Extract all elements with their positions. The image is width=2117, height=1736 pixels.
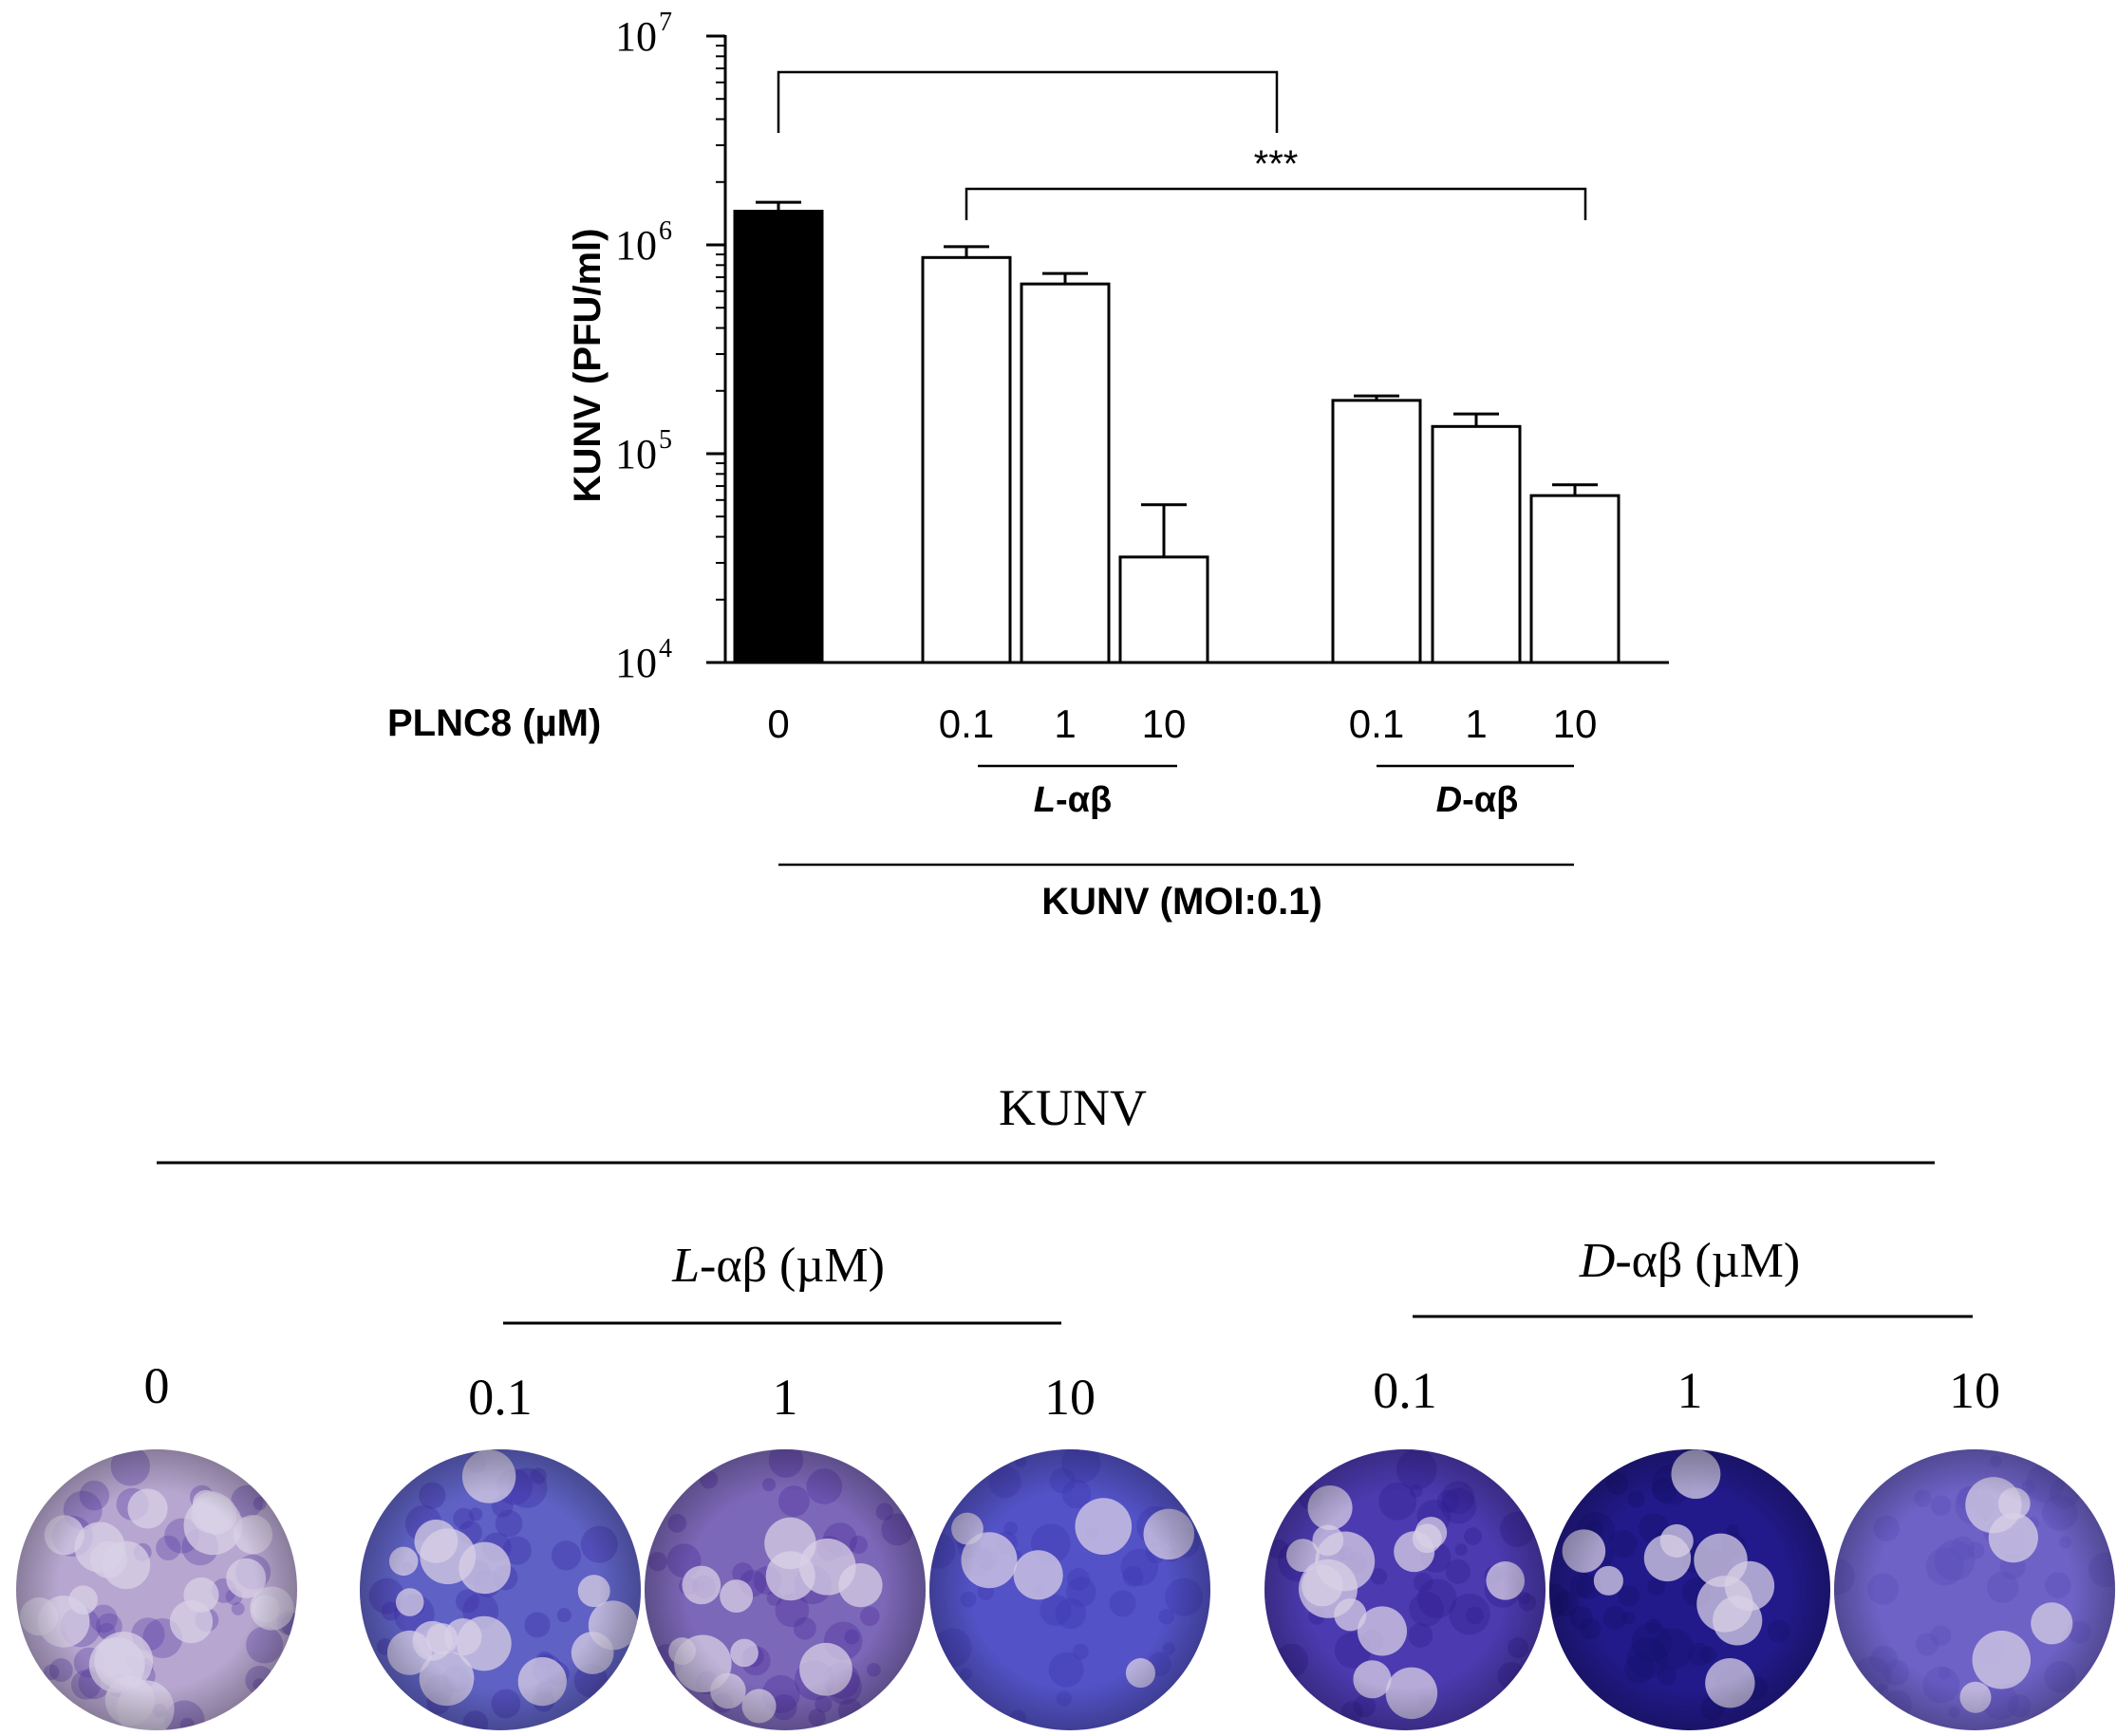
error-bar-l-0.1 bbox=[944, 245, 989, 258]
y-tick-label-1e7: 10 7 bbox=[615, 8, 672, 60]
y-tick-label-1e4: 10 4 bbox=[615, 634, 672, 686]
error-bar-control-0 bbox=[756, 200, 801, 212]
plaque-l-group-label: L-αβ (µM) bbox=[671, 1239, 885, 1293]
error-bar-d-0.1 bbox=[1354, 394, 1399, 401]
well-image-d-0.1 bbox=[1265, 1449, 1546, 1730]
well-image-l-0.1 bbox=[360, 1449, 641, 1730]
plaque-d-suffix: -αβ (µM) bbox=[1615, 1234, 1800, 1288]
svg-text:10: 10 bbox=[615, 13, 657, 60]
y-axis-label: KUNV (PFU/ml) bbox=[567, 229, 609, 503]
bar-l-10 bbox=[1118, 555, 1209, 664]
significance-bracket-top bbox=[777, 70, 1279, 133]
well-rim bbox=[16, 1449, 297, 1730]
well-label-l-0.1: 0.1 bbox=[468, 1369, 533, 1426]
bar-control-0 bbox=[733, 209, 824, 664]
y-tick-exponent: 7 bbox=[659, 8, 672, 37]
error-bar-d-1 bbox=[1453, 412, 1499, 427]
well-rim bbox=[360, 1449, 641, 1730]
well-label-0: 0 bbox=[144, 1357, 170, 1414]
well-rim bbox=[1265, 1449, 1546, 1730]
well-label-d-1: 1 bbox=[1677, 1362, 1703, 1419]
plaque-l-suffix: -αβ (µM) bbox=[700, 1239, 885, 1293]
x-tick-label-l-0.1: 0.1 bbox=[939, 701, 994, 746]
well-image-d-1 bbox=[1549, 1449, 1830, 1730]
infection-label: KUNV (MOI:0.1) bbox=[1041, 881, 1322, 923]
well-image-l-10 bbox=[929, 1449, 1210, 1730]
x-tick-label-d-0.1: 0.1 bbox=[1349, 701, 1404, 746]
y-tick-base: 10 bbox=[615, 640, 657, 686]
plaque-panel: KUNV L-αβ (µM) D-αβ (µM) 0 0.1 1 10 0.1 … bbox=[16, 1079, 2115, 1730]
bar-d-10 bbox=[1529, 494, 1621, 664]
well-image-0 bbox=[16, 1449, 297, 1730]
y-tick-base: 10 bbox=[615, 222, 657, 269]
y-minor-ticks bbox=[706, 34, 725, 664]
error-bar-l-10 bbox=[1141, 503, 1187, 557]
x-row-label: PLNC8 (µM) bbox=[387, 702, 601, 744]
bar-l-1 bbox=[1020, 282, 1111, 664]
error-bar-l-1 bbox=[1042, 271, 1088, 285]
l-group-label: L-αβ bbox=[1034, 780, 1112, 820]
bar-series bbox=[733, 209, 1621, 664]
error-bar-d-10 bbox=[1552, 483, 1598, 496]
x-tick-label-l-10: 10 bbox=[1142, 701, 1187, 746]
y-tick-base: 10 bbox=[615, 13, 657, 60]
plaque-l-prefix: L bbox=[671, 1239, 700, 1293]
d-group-label: D-αβ bbox=[1436, 780, 1519, 820]
svg-text:10: 10 bbox=[615, 640, 657, 686]
plaque-d-prefix: D bbox=[1579, 1234, 1616, 1288]
bar-chart: KUNV (PFU/ml) 10 4 10 5 10 6 10 7 bbox=[387, 8, 1669, 923]
error-bars bbox=[756, 200, 1598, 557]
well-rim bbox=[645, 1449, 926, 1730]
significance-bracket-bottom bbox=[965, 187, 1587, 220]
d-group-prefix: D bbox=[1436, 780, 1462, 820]
y-tick-label-1e5: 10 5 bbox=[615, 425, 672, 477]
y-tick-exponent: 4 bbox=[659, 634, 672, 663]
plaque-title: KUNV bbox=[999, 1079, 1147, 1136]
y-tick-exponent: 6 bbox=[659, 216, 672, 246]
well-rim bbox=[1834, 1449, 2115, 1730]
bar-d-1 bbox=[1431, 424, 1522, 664]
x-tick-label-d-1: 1 bbox=[1465, 701, 1487, 746]
l-group-prefix: L bbox=[1034, 780, 1056, 820]
y-tick-label-1e6: 10 6 bbox=[615, 216, 672, 269]
well-image-l-1 bbox=[645, 1449, 926, 1730]
x-tick-label-0: 0 bbox=[767, 701, 789, 746]
svg-text:10: 10 bbox=[615, 222, 657, 269]
x-tick-label-l-1: 1 bbox=[1054, 701, 1076, 746]
well-rim bbox=[1549, 1449, 1830, 1730]
well-label-l-10: 10 bbox=[1044, 1369, 1096, 1426]
bar-d-0.1 bbox=[1331, 399, 1422, 664]
d-group-suffix: -αβ bbox=[1462, 780, 1518, 820]
well-image-d-10 bbox=[1834, 1449, 2115, 1730]
l-group-suffix: -αβ bbox=[1056, 780, 1112, 820]
well-label-d-0.1: 0.1 bbox=[1373, 1362, 1437, 1419]
well-label-d-10: 10 bbox=[1949, 1362, 2000, 1419]
y-tick-base: 10 bbox=[615, 431, 657, 477]
well-label-l-1: 1 bbox=[773, 1369, 798, 1426]
bar-l-0.1 bbox=[921, 255, 1012, 664]
x-tick-label-d-10: 10 bbox=[1553, 701, 1598, 746]
significance-stars: *** bbox=[1254, 143, 1299, 185]
svg-text:10: 10 bbox=[615, 431, 657, 477]
y-tick-exponent: 5 bbox=[659, 425, 672, 455]
plaque-d-group-label: D-αβ (µM) bbox=[1579, 1234, 1800, 1288]
well-rim bbox=[929, 1449, 1210, 1730]
